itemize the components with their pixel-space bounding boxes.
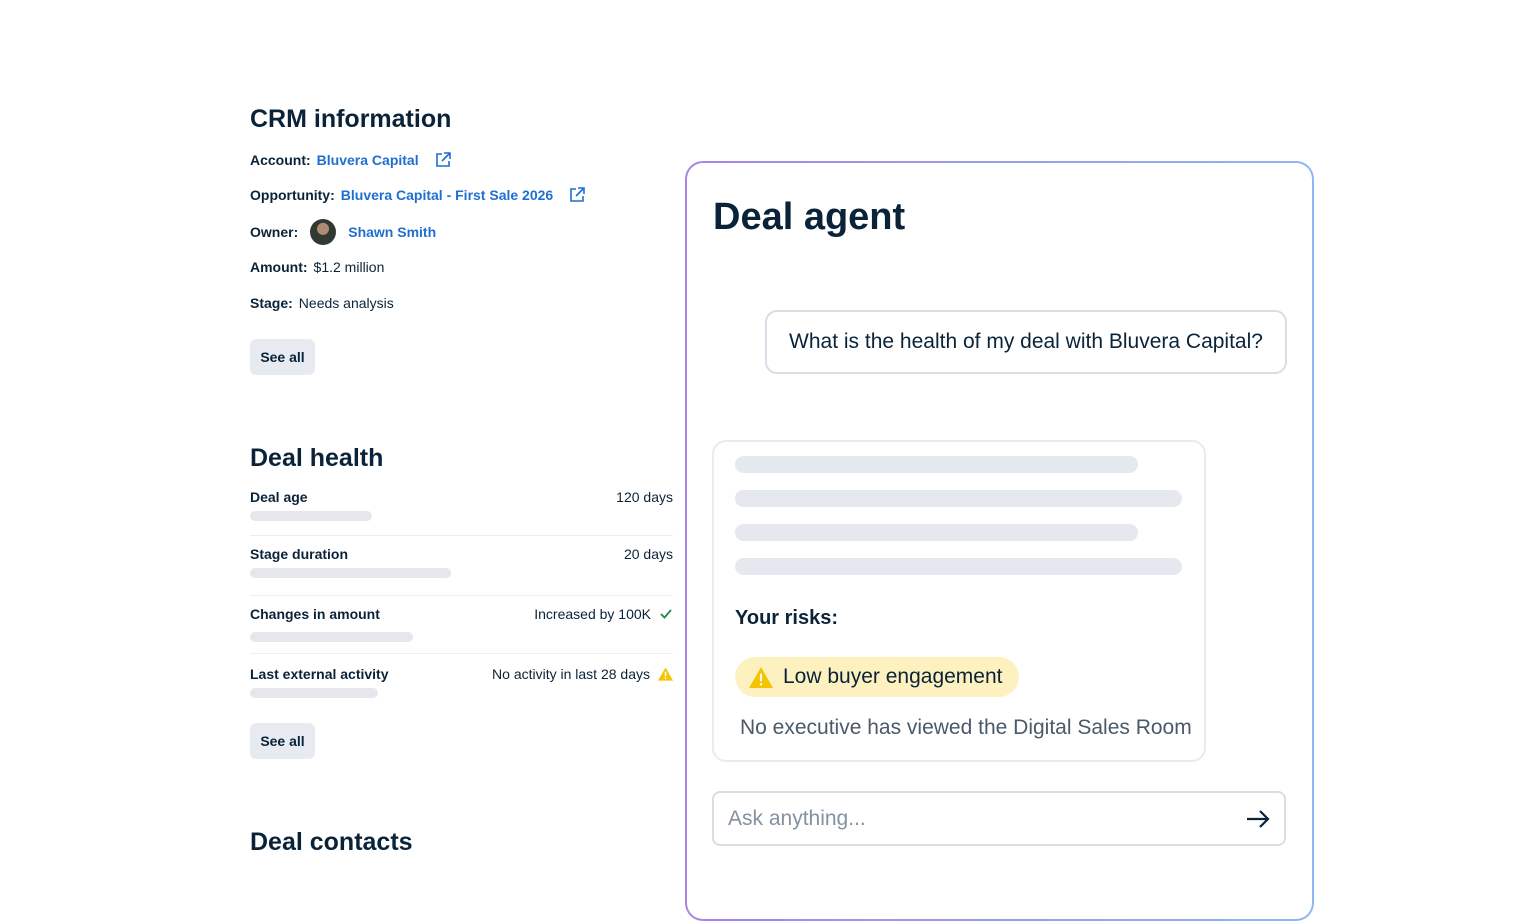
check-icon bbox=[660, 609, 672, 619]
health-name: Last external activity bbox=[250, 666, 389, 682]
risk-badge-label: Low buyer engagement bbox=[783, 665, 1003, 688]
health-value: No activity in last 28 days bbox=[492, 666, 650, 682]
risk-badge: Low buyer engagement bbox=[735, 657, 1019, 697]
risks-label: Your risks: bbox=[735, 607, 838, 629]
warning-icon bbox=[658, 667, 673, 681]
health-name: Changes in amount bbox=[250, 606, 380, 622]
loading-skeleton bbox=[735, 456, 1138, 473]
ask-input[interactable] bbox=[728, 806, 1246, 831]
health-bar bbox=[250, 511, 372, 521]
amount-value: $1.2 million bbox=[313, 259, 385, 275]
health-value: 120 days bbox=[616, 489, 673, 505]
avatar bbox=[310, 219, 337, 245]
crm-opportunity-row: Opportunity: Bluvera Capital - First Sal… bbox=[250, 187, 586, 203]
stage-label: Stage: bbox=[250, 295, 293, 311]
loading-skeleton bbox=[735, 524, 1138, 541]
agent-response: Your risks: Low buyer engagement No exec… bbox=[712, 440, 1206, 762]
owner-label: Owner: bbox=[250, 224, 299, 240]
deal-agent-panel: Deal agent What is the health of my deal… bbox=[685, 161, 1314, 921]
health-bar bbox=[250, 568, 451, 578]
agent-title: Deal agent bbox=[713, 196, 906, 238]
warning-icon bbox=[749, 666, 773, 688]
loading-skeleton bbox=[735, 490, 1182, 507]
crm-amount-row: Amount: $1.2 million bbox=[250, 259, 384, 275]
external-link-icon[interactable] bbox=[435, 152, 451, 168]
opportunity-label: Opportunity: bbox=[250, 187, 335, 203]
opportunity-link[interactable]: Bluvera Capital - First Sale 2026 bbox=[340, 187, 554, 203]
account-label: Account: bbox=[250, 152, 311, 168]
crm-owner-row: Owner: Shawn Smith bbox=[250, 219, 436, 245]
loading-skeleton bbox=[735, 558, 1182, 575]
account-link[interactable]: Bluvera Capital bbox=[316, 152, 419, 168]
owner-link[interactable]: Shawn Smith bbox=[348, 224, 437, 240]
crm-stage-row: Stage: Needs analysis bbox=[250, 295, 394, 311]
deal-health-title: Deal health bbox=[250, 444, 384, 472]
external-link-icon[interactable] bbox=[569, 187, 586, 203]
divider bbox=[250, 595, 673, 596]
health-name: Stage duration bbox=[250, 546, 349, 562]
health-bar bbox=[250, 632, 413, 642]
stage-value: Needs analysis bbox=[298, 295, 394, 311]
ask-input-container bbox=[712, 791, 1286, 846]
arrow-right-icon[interactable] bbox=[1246, 809, 1270, 828]
health-see-all-button[interactable]: See all bbox=[250, 723, 315, 759]
risk-description: No executive has viewed the Digital Sale… bbox=[740, 716, 1192, 739]
divider bbox=[250, 535, 673, 536]
crm-title: CRM information bbox=[250, 105, 452, 133]
divider bbox=[250, 653, 673, 654]
crm-account-row: Account: Bluvera Capital bbox=[250, 152, 451, 168]
deal-contacts-title: Deal contacts bbox=[250, 828, 413, 856]
crm-see-all-button[interactable]: See all bbox=[250, 339, 315, 375]
health-value: 20 days bbox=[623, 546, 673, 562]
health-name: Deal age bbox=[250, 489, 308, 505]
amount-label: Amount: bbox=[250, 259, 308, 275]
health-bar bbox=[250, 688, 378, 698]
user-message: What is the health of my deal with Bluve… bbox=[765, 310, 1287, 374]
health-value: Increased by 100K bbox=[534, 606, 651, 622]
